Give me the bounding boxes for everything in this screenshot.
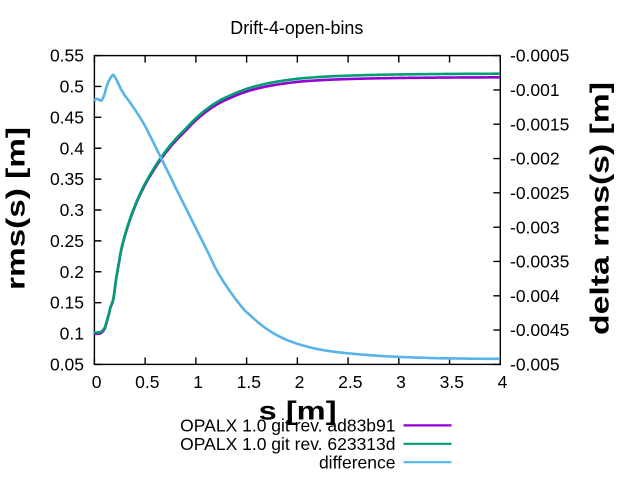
svg-text:-0.0005: -0.0005 — [510, 46, 569, 66]
svg-text:0.25: 0.25 — [50, 231, 84, 251]
svg-text:0.3: 0.3 — [60, 200, 84, 220]
svg-text:-0.001: -0.001 — [510, 80, 560, 100]
svg-text:0.15: 0.15 — [50, 293, 84, 313]
svg-text:0.35: 0.35 — [50, 169, 84, 189]
svg-text:rms(s) [m]: rms(s) [m] — [0, 127, 30, 290]
svg-text:0: 0 — [92, 372, 102, 392]
svg-text:-0.0035: -0.0035 — [510, 252, 569, 272]
svg-text:-0.004: -0.004 — [510, 286, 560, 306]
svg-text:-0.0015: -0.0015 — [510, 114, 569, 134]
svg-text:1.5: 1.5 — [237, 372, 261, 392]
svg-text:3.5: 3.5 — [440, 372, 464, 392]
svg-text:s [m]: s [m] — [259, 396, 337, 426]
svg-text:-0.003: -0.003 — [510, 217, 560, 237]
svg-text:0.5: 0.5 — [135, 372, 159, 392]
svg-text:0.05: 0.05 — [50, 355, 84, 375]
svg-text:0.45: 0.45 — [50, 108, 84, 128]
svg-text:0.4: 0.4 — [60, 138, 85, 158]
svg-text:OPALX 1.0 git rev. 623313d: OPALX 1.0 git rev. 623313d — [180, 434, 395, 454]
svg-text:difference: difference — [319, 452, 396, 472]
svg-text:0.55: 0.55 — [50, 46, 84, 66]
svg-text:Drift-4-open-bins: Drift-4-open-bins — [230, 18, 363, 38]
svg-text:0.1: 0.1 — [60, 324, 84, 344]
svg-text:OPALX 1.0 git rev. ad83b91: OPALX 1.0 git rev. ad83b91 — [180, 416, 395, 436]
svg-text:-0.0025: -0.0025 — [510, 183, 569, 203]
svg-text:2: 2 — [295, 372, 305, 392]
svg-text:-0.0045: -0.0045 — [510, 320, 569, 340]
svg-text:0.5: 0.5 — [60, 77, 84, 97]
svg-text:2.5: 2.5 — [338, 372, 362, 392]
svg-text:delta rms(s) [m]: delta rms(s) [m] — [585, 82, 615, 335]
svg-text:3: 3 — [396, 372, 406, 392]
svg-text:-0.005: -0.005 — [510, 355, 560, 375]
svg-text:4: 4 — [498, 372, 508, 392]
svg-text:0.2: 0.2 — [60, 262, 84, 282]
svg-text:1: 1 — [193, 372, 203, 392]
svg-text:-0.002: -0.002 — [510, 149, 560, 169]
